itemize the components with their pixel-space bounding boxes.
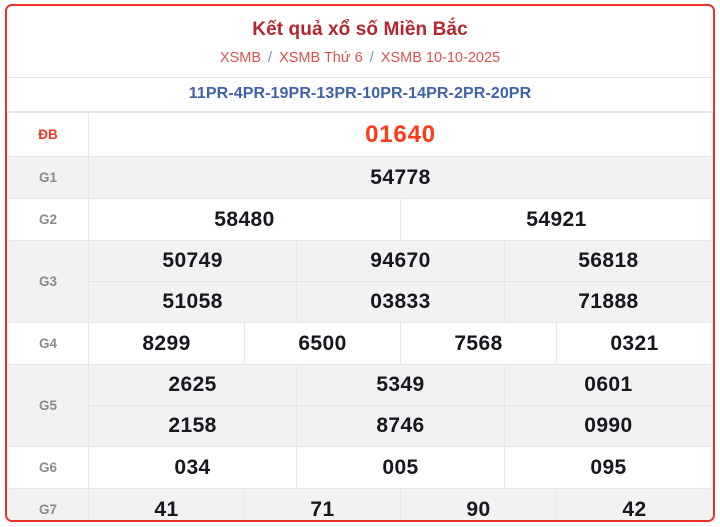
prize-cell-g5: 2625 5349 0601 2158 8746 0990 <box>88 364 713 447</box>
prize-label-g1: G1 <box>7 156 89 199</box>
prize-label-g5: G5 <box>7 364 89 447</box>
prize-number-db-0: 01640 <box>88 112 713 157</box>
results-table-body: ĐB 01640 G1 54778 G2 58480 54921 G3 <box>7 112 713 520</box>
prize-cell-g3: 50749 94670 56818 51058 03833 71888 <box>88 240 713 323</box>
table-row-db: ĐB 01640 <box>7 112 713 157</box>
table-row-g3: G3 50749 94670 56818 51058 03833 <box>7 240 713 323</box>
prize-number-g5-0: 2625 <box>89 365 298 406</box>
prize-number-g7-0: 41 <box>88 488 245 520</box>
table-row-g6: G6 034 005 095 <box>7 446 713 489</box>
prize-number-g5-1: 5349 <box>296 365 505 406</box>
prize-number-g4-3: 0321 <box>556 322 713 365</box>
loto-summary-band: 11PR-4PR-19PR-13PR-10PR-14PR-2PR-20PR <box>7 77 713 112</box>
prize-label-g2: G2 <box>7 198 89 241</box>
table-row-g4: G4 8299 6500 7568 0321 <box>7 322 713 365</box>
loto-summary-text: 11PR-4PR-19PR-13PR-10PR-14PR-2PR-20PR <box>188 85 532 102</box>
prize-number-g6-2: 095 <box>504 446 713 489</box>
prize-number-g7-3: 42 <box>556 488 713 520</box>
prize-number-g2-0: 58480 <box>88 198 401 241</box>
card-header: Kết quả xổ số Miền Bắc XSMB / XSMB Thứ 6… <box>7 6 713 77</box>
table-row-g7: G7 41 71 90 42 <box>7 488 713 520</box>
prize-subrow-g3-2: 51058 03833 71888 <box>89 281 712 322</box>
prize-subrow-g3-1: 50749 94670 56818 <box>89 241 712 282</box>
breadcrumb-item-weekday[interactable]: XSMB Thứ 6 <box>279 50 363 66</box>
prize-number-g1-0: 54778 <box>88 156 713 199</box>
page-title: Kết quả xổ số Miền Bắc <box>252 19 468 40</box>
prize-number-g7-1: 71 <box>244 488 401 520</box>
breadcrumb-item-xsmb[interactable]: XSMB <box>219 50 261 66</box>
prize-label-g4: G4 <box>7 322 89 365</box>
prize-number-g7-2: 90 <box>400 488 557 520</box>
prize-number-g3-4: 03833 <box>296 281 505 322</box>
table-row-g2: G2 58480 54921 <box>7 198 713 241</box>
prize-label-g6: G6 <box>7 446 89 489</box>
results-table: ĐB 01640 G1 54778 G2 58480 54921 G3 <box>7 112 713 520</box>
prize-subrow-g5-1: 2625 5349 0601 <box>89 365 712 406</box>
prize-number-g6-1: 005 <box>296 446 505 489</box>
lottery-result-card: Kết quả xổ số Miền Bắc XSMB / XSMB Thứ 6… <box>5 4 715 522</box>
prize-subtable-g5: 2625 5349 0601 2158 8746 0990 <box>89 365 712 446</box>
prize-number-g3-2: 56818 <box>503 241 712 282</box>
prize-subrow-g5-2: 2158 8746 0990 <box>89 405 712 446</box>
breadcrumb: XSMB / XSMB Thứ 6 / XSMB 10-10-2025 <box>7 48 713 68</box>
table-row-g1: G1 54778 <box>7 156 713 199</box>
prize-number-g4-0: 8299 <box>88 322 245 365</box>
breadcrumb-separator-1: / <box>268 50 273 66</box>
prize-number-g4-2: 7568 <box>400 322 557 365</box>
prize-label-g3: G3 <box>7 240 89 323</box>
prize-number-g5-5: 0990 <box>503 405 712 446</box>
prize-number-g6-0: 034 <box>88 446 297 489</box>
prize-number-g3-5: 71888 <box>503 281 712 322</box>
prize-number-g4-1: 6500 <box>244 322 401 365</box>
prize-number-g3-0: 50749 <box>89 241 298 282</box>
prize-number-g3-1: 94670 <box>296 241 505 282</box>
prize-label-db: ĐB <box>7 112 89 157</box>
breadcrumb-item-date[interactable]: XSMB 10-10-2025 <box>380 50 501 66</box>
prize-number-g5-2: 0601 <box>503 365 712 406</box>
table-row-g5: G5 2625 5349 0601 2158 8746 <box>7 364 713 447</box>
prize-subtable-g3: 50749 94670 56818 51058 03833 71888 <box>89 241 712 322</box>
prize-number-g2-1: 54921 <box>400 198 713 241</box>
breadcrumb-separator-2: / <box>369 50 374 66</box>
prize-number-g5-3: 2158 <box>89 405 298 446</box>
prize-number-g5-4: 8746 <box>296 405 505 446</box>
prize-label-g7: G7 <box>7 488 89 520</box>
prize-number-g3-3: 51058 <box>89 281 298 322</box>
